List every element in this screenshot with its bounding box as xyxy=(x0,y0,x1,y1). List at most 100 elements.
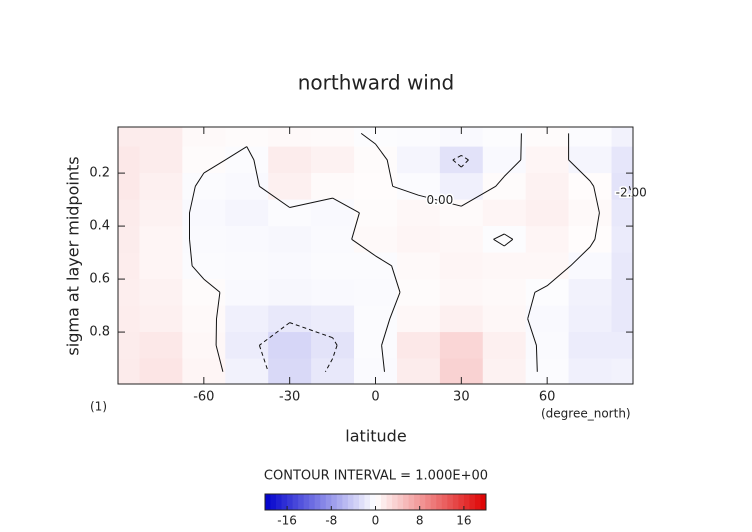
field-cell xyxy=(611,226,633,254)
field-cell xyxy=(611,199,633,227)
field-cell xyxy=(439,127,484,148)
field-cell xyxy=(439,146,484,174)
field-cell xyxy=(611,252,633,280)
colorbar-cell xyxy=(425,494,432,510)
field-cell xyxy=(354,279,398,307)
field-cell xyxy=(118,173,140,201)
colorbar-cell xyxy=(287,494,294,510)
field-cell xyxy=(182,199,226,227)
field-cell xyxy=(118,199,140,227)
field-cell xyxy=(439,226,484,254)
colorbar-cell xyxy=(331,494,338,510)
colorbar-cell xyxy=(469,494,476,510)
field-cell xyxy=(611,173,633,201)
field-cell xyxy=(225,127,269,148)
field-cell xyxy=(525,127,570,148)
field-cell xyxy=(118,332,140,360)
chart-title: northward wind xyxy=(298,71,454,95)
field-cell xyxy=(139,146,183,174)
colorbar-cell xyxy=(375,494,382,510)
x-tick-label: -60 xyxy=(193,390,214,405)
field-cell xyxy=(311,127,355,148)
colorbar-cell xyxy=(419,494,426,510)
field-cell xyxy=(611,332,633,360)
colorbar-cell xyxy=(353,494,360,510)
colorbar-cell xyxy=(474,494,481,510)
field-cell xyxy=(311,279,355,307)
field-cell xyxy=(396,332,441,360)
colorbar-cell xyxy=(452,494,459,510)
contour-label: -2.00 xyxy=(616,185,647,199)
field-cell xyxy=(311,226,355,254)
field-cell xyxy=(482,226,527,254)
field-cell xyxy=(482,332,527,360)
colorbar-cell xyxy=(463,494,470,510)
field-cell xyxy=(182,127,226,148)
y-tick-label: 0.2 xyxy=(89,166,110,181)
contour-label: 0.00 xyxy=(427,193,454,207)
field-cell xyxy=(482,252,527,280)
field-cell xyxy=(139,127,183,148)
field-cell xyxy=(182,146,226,174)
field-cell xyxy=(568,358,613,384)
field-cell xyxy=(354,173,398,201)
y-tick-label: 0.8 xyxy=(89,325,110,340)
field-cell xyxy=(311,358,355,384)
colorbar-cell xyxy=(430,494,437,510)
colorbar-cell xyxy=(276,494,282,510)
field-cell xyxy=(268,173,312,201)
colorbar-cell xyxy=(303,494,310,510)
field-cell xyxy=(482,127,527,148)
field-cell xyxy=(118,305,140,333)
contour-line xyxy=(189,132,600,372)
field-cell xyxy=(139,332,183,360)
field-cell xyxy=(568,332,613,360)
field-cell xyxy=(525,305,570,333)
field-cell xyxy=(118,127,140,148)
field-cell xyxy=(311,332,355,360)
colorbar-cell xyxy=(447,494,454,510)
field-cell xyxy=(439,173,484,201)
field-cell xyxy=(525,173,570,201)
field-cell xyxy=(354,226,398,254)
y-tick-label: 0.6 xyxy=(89,272,110,287)
field-cell xyxy=(139,305,183,333)
field-cell xyxy=(311,146,355,174)
field-cell xyxy=(568,127,613,148)
field-cell xyxy=(139,279,183,307)
field-cell xyxy=(611,279,633,307)
colorbar-cell xyxy=(265,494,271,510)
colorbar-cell xyxy=(480,494,487,510)
field-cell xyxy=(525,279,570,307)
colorbar-cell xyxy=(364,494,371,510)
colorbar-tick-label: 0 xyxy=(372,514,380,528)
field-cell xyxy=(354,305,398,333)
field-cell xyxy=(439,199,484,227)
colorbar-cell xyxy=(325,494,332,510)
field-cell xyxy=(354,252,398,280)
field-cell xyxy=(225,146,269,174)
field-cell xyxy=(525,332,570,360)
field-cell xyxy=(311,305,355,333)
field-cell xyxy=(568,226,613,254)
field-cell xyxy=(482,199,527,227)
field-cell xyxy=(568,305,613,333)
field-cell xyxy=(396,127,441,148)
field-cell xyxy=(268,226,312,254)
colorbar-cell xyxy=(347,494,354,510)
field-cell xyxy=(182,252,226,280)
field-cell xyxy=(118,252,140,280)
colorbar-tick-label: 8 xyxy=(416,514,424,528)
field-cell xyxy=(354,127,398,148)
field-cell xyxy=(482,146,527,174)
field-cell xyxy=(182,279,226,307)
field-cell xyxy=(225,305,269,333)
colorbar-cell xyxy=(292,494,299,510)
field-cell xyxy=(225,332,269,360)
panel-label: (1) xyxy=(90,400,107,414)
field-cell xyxy=(396,252,441,280)
field-cell xyxy=(354,199,398,227)
field-cell xyxy=(525,226,570,254)
field-cell xyxy=(268,127,312,148)
field-cell xyxy=(139,173,183,201)
